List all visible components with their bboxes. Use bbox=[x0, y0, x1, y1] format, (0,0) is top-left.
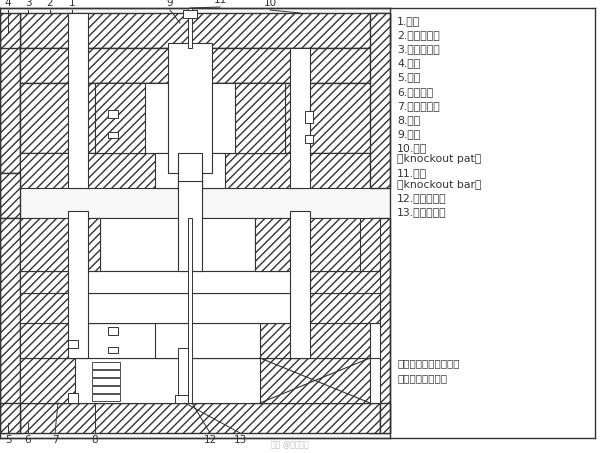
Text: （knockout bar）: （knockout bar） bbox=[397, 179, 482, 189]
Bar bbox=[255, 218, 360, 271]
Bar bbox=[95, 83, 285, 153]
Bar bbox=[290, 48, 310, 188]
Bar bbox=[20, 218, 380, 271]
Bar bbox=[68, 13, 88, 188]
Bar bbox=[68, 340, 78, 348]
Bar bbox=[188, 8, 192, 48]
Text: 7.凹模均压板: 7.凹模均压板 bbox=[397, 101, 440, 111]
Text: 11: 11 bbox=[214, 0, 227, 5]
Bar bbox=[20, 323, 75, 358]
Bar bbox=[68, 211, 88, 358]
Bar bbox=[305, 135, 313, 143]
Text: 2.凸模均压板: 2.凸模均压板 bbox=[397, 30, 440, 40]
Text: 11.推杆: 11.推杆 bbox=[397, 168, 427, 178]
Bar bbox=[108, 327, 118, 335]
Bar bbox=[100, 218, 255, 271]
Text: 9.冲头: 9.冲头 bbox=[397, 129, 420, 139]
Text: 13: 13 bbox=[233, 435, 247, 445]
Bar bbox=[178, 348, 188, 403]
Bar bbox=[305, 111, 313, 123]
Text: 6.凹模夹板: 6.凹模夹板 bbox=[397, 87, 433, 97]
Bar bbox=[0, 173, 20, 218]
Text: 7: 7 bbox=[52, 435, 58, 445]
Bar bbox=[92, 362, 120, 369]
Bar bbox=[188, 218, 192, 403]
Bar bbox=[168, 43, 212, 173]
Text: 8.凹模: 8.凹模 bbox=[397, 115, 420, 125]
Bar bbox=[380, 403, 390, 433]
Bar bbox=[0, 18, 20, 173]
Text: 1: 1 bbox=[68, 0, 76, 8]
Bar bbox=[178, 181, 202, 271]
Text: 1.模架: 1.模架 bbox=[397, 16, 420, 26]
Bar bbox=[20, 153, 380, 188]
Text: 4: 4 bbox=[5, 0, 11, 8]
Bar bbox=[178, 153, 202, 188]
Bar bbox=[92, 378, 120, 385]
Bar bbox=[108, 132, 118, 138]
Text: 3.凸模上夹板: 3.凸模上夹板 bbox=[397, 44, 440, 54]
Bar bbox=[68, 393, 78, 403]
Text: 10.推板: 10.推板 bbox=[397, 143, 427, 153]
Text: 12: 12 bbox=[203, 435, 217, 445]
Text: 8: 8 bbox=[92, 435, 98, 445]
Bar bbox=[370, 13, 390, 188]
Bar bbox=[108, 110, 118, 118]
Bar bbox=[183, 10, 197, 18]
Text: 5.推板: 5.推板 bbox=[397, 72, 420, 82]
Bar bbox=[20, 83, 380, 153]
Bar bbox=[20, 13, 380, 48]
Text: （knockout pat）: （knockout pat） bbox=[397, 154, 481, 164]
Bar bbox=[155, 153, 225, 188]
Text: 6: 6 bbox=[25, 435, 31, 445]
Bar bbox=[290, 211, 310, 358]
Bar bbox=[20, 358, 380, 403]
Bar bbox=[75, 293, 310, 323]
Bar bbox=[0, 218, 20, 433]
Bar bbox=[20, 358, 75, 403]
Text: 2: 2 bbox=[47, 0, 53, 8]
Bar bbox=[75, 271, 310, 293]
Text: 9: 9 bbox=[167, 0, 173, 8]
Bar bbox=[260, 358, 370, 403]
Bar bbox=[0, 8, 390, 438]
Text: 4.凸模: 4.凸模 bbox=[397, 58, 420, 68]
Bar bbox=[235, 83, 285, 153]
Bar bbox=[260, 323, 370, 358]
Bar bbox=[0, 13, 20, 48]
Bar bbox=[20, 48, 380, 83]
Text: 10: 10 bbox=[263, 0, 277, 8]
Text: 5: 5 bbox=[5, 435, 11, 445]
Text: 13.推板用螺栓: 13.推板用螺栓 bbox=[397, 207, 446, 217]
Bar bbox=[20, 403, 380, 433]
Bar bbox=[95, 83, 145, 153]
Bar bbox=[370, 218, 390, 433]
Bar bbox=[92, 394, 120, 401]
Text: 3: 3 bbox=[25, 0, 31, 8]
Bar bbox=[20, 323, 380, 358]
Text: 12.推板用弹簧: 12.推板用弹簧 bbox=[397, 193, 446, 203]
Bar bbox=[92, 386, 120, 393]
Bar bbox=[20, 293, 380, 323]
Bar bbox=[380, 13, 390, 48]
Bar bbox=[175, 395, 191, 403]
Bar bbox=[108, 347, 118, 353]
Bar bbox=[20, 218, 100, 271]
Bar bbox=[20, 271, 380, 293]
Bar bbox=[178, 168, 202, 198]
Text: 初五 @模具设计: 初五 @模具设计 bbox=[271, 440, 309, 449]
Bar bbox=[92, 370, 120, 377]
Bar bbox=[155, 323, 260, 358]
Text: 使用或完全不使用: 使用或完全不使用 bbox=[397, 373, 447, 383]
Bar bbox=[0, 403, 20, 433]
Text: 注：均压板有时仅部分: 注：均压板有时仅部分 bbox=[397, 358, 460, 368]
